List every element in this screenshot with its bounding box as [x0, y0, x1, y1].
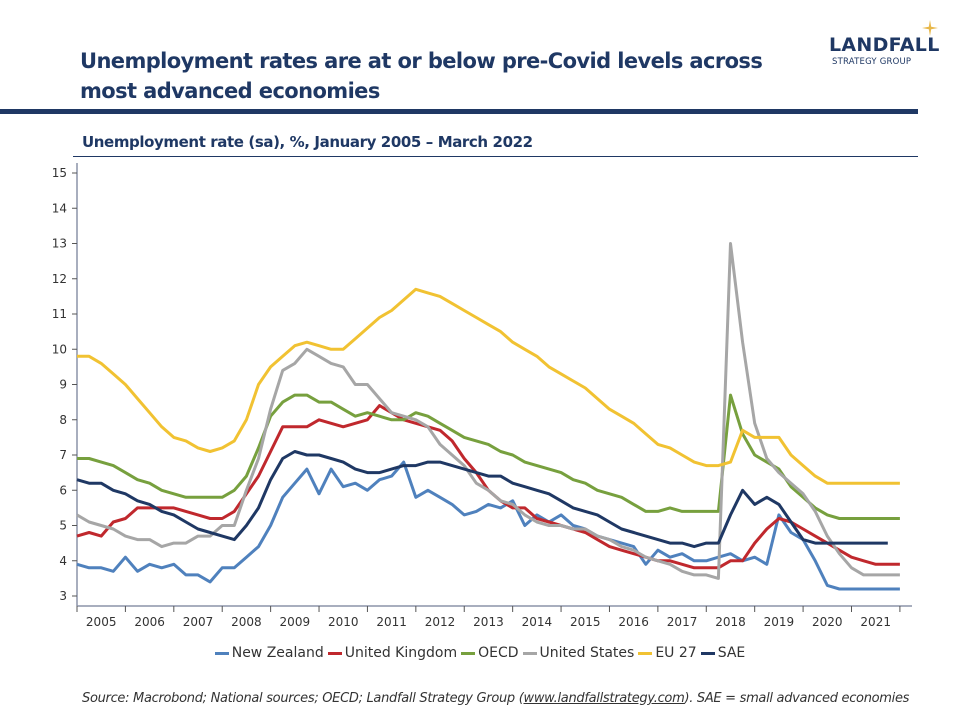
x-tick-label: 2006	[134, 615, 165, 629]
x-tick-label: 2011	[376, 615, 407, 629]
y-tick-label: 14	[52, 201, 67, 215]
x-tick-label: 2008	[231, 615, 262, 629]
source-link[interactable]: www.landfallstrategy.com	[523, 691, 685, 706]
page-title: Unemployment rates are at or below pre-C…	[80, 49, 763, 103]
series-line-oecd	[77, 393, 900, 520]
legend-label: OECD	[478, 645, 519, 661]
legend-item: OECD	[461, 645, 519, 661]
legend-item: United States	[522, 645, 635, 661]
logo-tagline: STRATEGY GROUP	[832, 57, 912, 67]
legend-swatch	[214, 651, 229, 655]
axes: 3 4 5 6 7 8 9 10 11 12 13 14 15 2005 2006 2007 2008 2009 2…	[52, 163, 912, 629]
y-tick-label: 15	[52, 166, 67, 180]
y-tick-label: 12	[52, 272, 67, 286]
brand-logo: LANDFALL STRATEGY GROUP	[826, 20, 946, 80]
x-tick-label: 2016	[618, 615, 649, 629]
source-note: Source: Macrobond; National sources; OEC…	[82, 691, 909, 706]
y-tick-label: 6	[59, 483, 67, 497]
legend-swatch	[522, 651, 537, 655]
x-tick-label: 2020	[812, 615, 843, 629]
x-tick-label: 2010	[328, 615, 359, 629]
legend-label: United Kingdom	[344, 645, 458, 661]
x-tick-label: 2005	[86, 615, 117, 629]
x-tick-label: 2018	[715, 615, 746, 629]
chart-legend: New Zealand United Kingdom OECD United Stat…	[0, 645, 960, 661]
x-tick-label: 2019	[764, 615, 795, 629]
logo-wordmark: LANDFALL	[829, 34, 940, 56]
y-tick-label: 8	[59, 413, 67, 427]
y-tick-label: 11	[52, 307, 67, 321]
x-tick-label: 2021	[860, 615, 891, 629]
legend-label: EU 27	[655, 645, 697, 661]
series-line-sae	[76, 450, 888, 549]
x-tick-label: 2014	[522, 615, 553, 629]
legend-label: New Zealand	[231, 645, 324, 661]
y-tick-label: 10	[52, 342, 67, 356]
x-tick-label: 2015	[570, 615, 601, 629]
legend-label: SAE	[717, 645, 746, 661]
header-divider	[0, 109, 918, 114]
chart-title: Unemployment rate (sa), %, January 2005 …	[82, 133, 533, 151]
y-tick-label: 5	[59, 519, 67, 533]
chart-title-divider	[73, 156, 918, 157]
series-line-new-zealand	[76, 460, 900, 591]
legend-swatch	[461, 651, 476, 655]
y-tick-label: 3	[59, 589, 67, 603]
x-tick-label: 2009	[280, 615, 311, 629]
legend-swatch	[700, 651, 715, 655]
star-icon	[922, 20, 938, 36]
series-line-united-kingdom	[76, 404, 900, 570]
legend-swatch	[327, 651, 342, 655]
y-tick-label: 4	[59, 554, 67, 568]
x-tick-label: 2007	[183, 615, 214, 629]
y-tick-label: 13	[52, 237, 67, 251]
source-suffix: ). SAE = small advanced economies	[684, 691, 910, 706]
y-tick-label: 9	[59, 378, 67, 392]
x-tick-label: 2012	[425, 615, 456, 629]
legend-label: United States	[539, 645, 635, 661]
legend-swatch	[638, 651, 653, 655]
series-line-eu-27	[77, 287, 900, 485]
legend-item: EU 27	[638, 645, 697, 661]
x-tick-label: 2013	[473, 615, 504, 629]
legend-item: United Kingdom	[327, 645, 458, 661]
series-lines	[76, 242, 900, 591]
y-tick-label: 7	[59, 448, 67, 462]
legend-item: SAE	[700, 645, 746, 661]
legend-item: New Zealand	[214, 645, 324, 661]
source-prefix: Source: Macrobond; National sources; OEC…	[82, 691, 524, 706]
x-tick-label: 2017	[667, 615, 698, 629]
